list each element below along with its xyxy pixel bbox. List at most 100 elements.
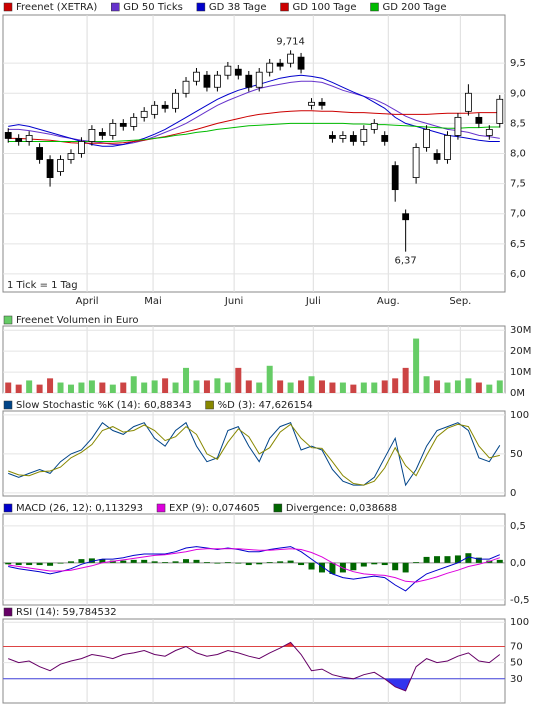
y-tick-label: 100: [510, 410, 529, 421]
volume-bar: [360, 382, 367, 393]
divergence-bar: [183, 559, 190, 563]
divergence-bar: [120, 560, 127, 563]
indicator-line: [8, 423, 500, 486]
candle-body: [433, 153, 441, 160]
legend-label: Freenet Volumen in Euro: [16, 315, 138, 326]
x-tick-label: April: [76, 296, 99, 307]
candle-body: [339, 135, 347, 139]
candle-body: [485, 129, 493, 136]
divergence-bar: [57, 562, 64, 564]
volume-bar: [130, 376, 137, 393]
volume-bar: [88, 380, 95, 393]
volume-bar: [193, 380, 200, 393]
candle-body: [172, 92, 179, 109]
candle-body: [119, 122, 127, 127]
volume-bar: [266, 365, 273, 393]
candle-body: [78, 141, 85, 154]
x-tick-label: Aug.: [377, 296, 400, 307]
candle-body: [402, 213, 410, 221]
level-fill: [8, 678, 500, 691]
candle-body: [444, 135, 451, 160]
divergence-bar: [350, 562, 357, 571]
y-tick-label: 0M: [510, 388, 525, 399]
divergence-bar: [99, 559, 106, 563]
divergence-bar: [224, 562, 231, 563]
y-tick-label: 9,0: [510, 88, 526, 99]
candle-body: [151, 104, 159, 115]
x-tick-label: Mai: [144, 296, 162, 307]
legend-swatch: [111, 2, 120, 12]
y-tick-label: 8,5: [510, 118, 526, 129]
volume-bar: [245, 380, 252, 393]
y-tick-label: 9,5: [510, 58, 526, 69]
note: 1 Tick = 1 Tag: [7, 280, 78, 291]
divergence-bar: [5, 562, 12, 565]
indicator-line: [8, 546, 500, 592]
candle-body: [266, 62, 274, 73]
divergence-bar: [475, 557, 482, 563]
candle-body: [161, 104, 169, 109]
candle-body: [412, 147, 420, 178]
volume-bar: [224, 382, 231, 393]
legend-label: GD 50 Ticks: [123, 2, 183, 13]
divergence-bar: [26, 562, 33, 566]
legend-swatch: [196, 2, 206, 12]
legend-label: EXP (9): 0,074605: [169, 503, 260, 514]
volume-bar: [444, 382, 451, 393]
divergence-bar: [413, 562, 420, 563]
divergence-bar: [277, 561, 284, 563]
volume-bar: [277, 380, 284, 393]
legend-swatch: [273, 503, 283, 513]
indicator-line: [8, 641, 501, 692]
candle-body: [329, 135, 336, 139]
volume-bar: [423, 376, 430, 393]
y-tick-label: 7,0: [510, 209, 526, 220]
y-tick-label: 0,0: [510, 558, 526, 569]
volume-bar: [57, 382, 64, 393]
volume-bar: [454, 380, 461, 393]
volume-bar: [287, 382, 294, 393]
volume-bar: [5, 382, 12, 393]
candle-body: [15, 138, 23, 142]
divergence-bar: [67, 561, 74, 563]
candle-body: [46, 159, 54, 178]
indicator-line: [8, 548, 500, 583]
candle-body: [423, 129, 430, 148]
volume-bar: [67, 384, 74, 393]
volume-bar: [203, 380, 210, 393]
candle-body: [36, 147, 44, 160]
y-tick-label: 10M: [510, 367, 531, 378]
candle-body: [370, 122, 378, 130]
y-tick-label: 100: [510, 617, 529, 628]
divergence-bar: [130, 559, 137, 563]
candle-body: [464, 92, 472, 112]
candle-body: [88, 129, 96, 142]
candle-body: [381, 135, 389, 142]
candle-body: [255, 71, 263, 88]
y-tick-label: 0: [510, 488, 516, 499]
candle-body: [193, 71, 200, 82]
y-tick-label: 6,0: [510, 269, 526, 280]
annotation: 9,714: [276, 36, 305, 47]
moving-average-line: [8, 110, 500, 144]
divergence-bar: [496, 559, 503, 563]
candle-body: [234, 68, 242, 76]
divergence-bar: [308, 562, 315, 570]
legend-label: GD 100 Tage: [293, 2, 357, 13]
divergence-bar: [256, 562, 263, 565]
volume-bar: [475, 382, 482, 393]
volume-bar: [350, 384, 357, 393]
divergence-bar: [423, 556, 430, 563]
volume-bar: [371, 382, 378, 393]
legend-swatch: [370, 2, 379, 12]
divergence-bar: [141, 559, 148, 563]
y-tick-label: 30: [510, 674, 523, 685]
divergence-bar: [318, 562, 325, 573]
divergence-bar: [172, 561, 179, 563]
legend-label: RSI (14): 59,784532: [16, 607, 117, 618]
divergence-bar: [36, 562, 43, 566]
volume-bar: [172, 382, 179, 393]
volume-bar: [496, 380, 503, 393]
candle-body: [297, 56, 305, 70]
candle-body: [454, 116, 462, 136]
